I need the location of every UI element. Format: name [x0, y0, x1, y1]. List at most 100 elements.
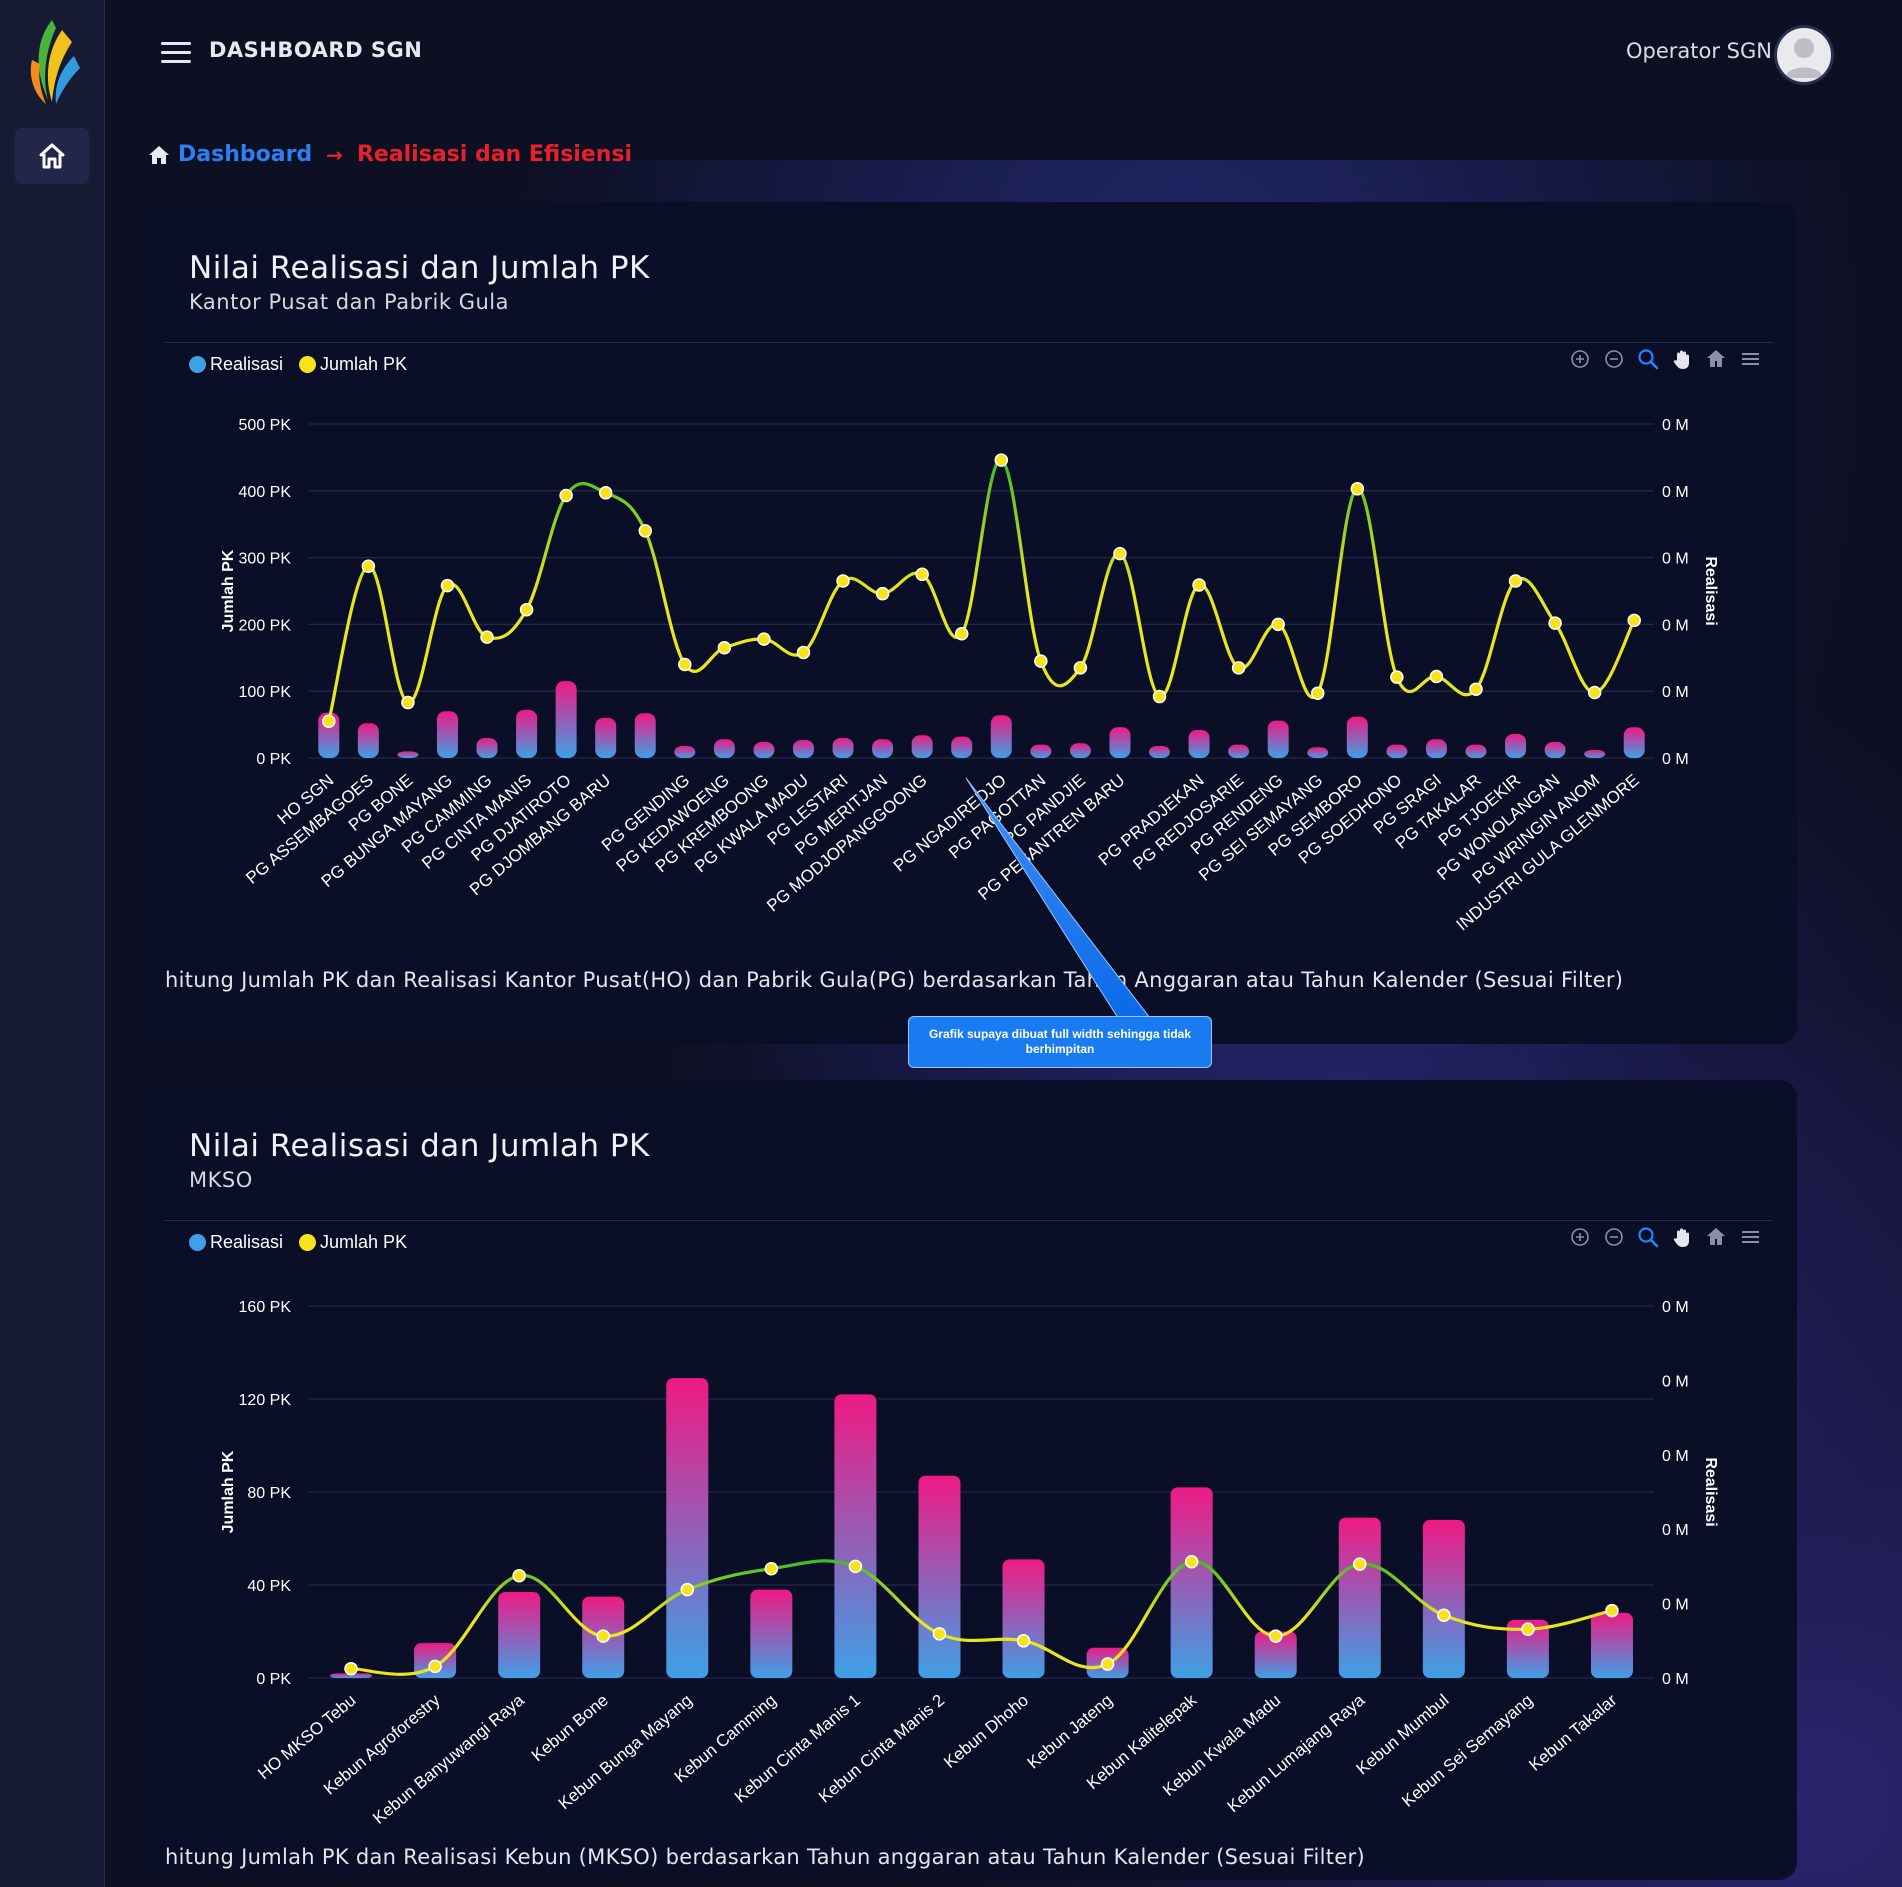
point-jumlah-pk[interactable]	[1350, 482, 1365, 496]
bar-realisasi[interactable]	[1307, 747, 1329, 758]
user-avatar[interactable]	[1774, 25, 1834, 85]
point-jumlah-pk[interactable]	[1587, 685, 1602, 700]
bar-realisasi[interactable]	[834, 1394, 877, 1678]
legend-realisasi[interactable]: Realisasi	[189, 1232, 283, 1253]
legend-jumlah-pk[interactable]: Jumlah PK	[299, 1232, 407, 1253]
point-jumlah-pk[interactable]	[344, 1661, 358, 1676]
point-jumlah-pk[interactable]	[717, 641, 732, 655]
hamburger-menu-button[interactable]	[161, 42, 191, 64]
bar-realisasi[interactable]	[476, 737, 498, 758]
reset-home-icon[interactable]	[1705, 348, 1727, 370]
bar-realisasi[interactable]	[1386, 744, 1408, 758]
bar-realisasi[interactable]	[918, 1475, 961, 1678]
point-jumlah-pk[interactable]	[1016, 1634, 1031, 1648]
bar-realisasi[interactable]	[595, 717, 617, 758]
zoom-out-icon[interactable]	[1603, 1226, 1625, 1248]
zoom-select-icon[interactable]	[1637, 1226, 1659, 1248]
point-jumlah-pk[interactable]	[848, 1559, 863, 1574]
bar-realisasi[interactable]	[990, 715, 1012, 758]
bar-realisasi[interactable]	[1465, 744, 1487, 758]
bar-realisasi[interactable]	[1170, 1487, 1213, 1678]
bar-realisasi[interactable]	[1069, 743, 1091, 758]
bar-realisasi[interactable]	[1267, 720, 1289, 758]
sidebar-item-home[interactable]	[15, 128, 89, 184]
bar-realisasi[interactable]	[1346, 716, 1368, 758]
bar-realisasi[interactable]	[1254, 1631, 1297, 1679]
menu-icon[interactable]	[1739, 348, 1761, 370]
point-jumlah-pk[interactable]	[480, 630, 494, 644]
bar-realisasi[interactable]	[330, 1673, 373, 1678]
point-jumlah-pk[interactable]	[1437, 1608, 1451, 1622]
bar-realisasi[interactable]	[357, 723, 379, 758]
breadcrumb-dashboard-link[interactable]: Dashboard	[178, 142, 313, 167]
bar-realisasi[interactable]	[1109, 727, 1131, 758]
point-jumlah-pk[interactable]	[512, 1568, 526, 1583]
bar-realisasi[interactable]	[1422, 1519, 1465, 1678]
point-jumlah-pk[interactable]	[1429, 669, 1444, 684]
bar-realisasi[interactable]	[872, 739, 894, 758]
bar-realisasi[interactable]	[674, 745, 696, 758]
point-jumlah-pk[interactable]	[954, 627, 969, 641]
point-jumlah-pk[interactable]	[1073, 661, 1088, 675]
bar-realisasi[interactable]	[1623, 727, 1645, 758]
bar-realisasi[interactable]	[1002, 1559, 1045, 1678]
point-jumlah-pk[interactable]	[1521, 1622, 1535, 1636]
bar-realisasi[interactable]	[498, 1591, 541, 1678]
point-jumlah-pk[interactable]	[1100, 1657, 1115, 1671]
point-jumlah-pk[interactable]	[915, 567, 929, 582]
bar-realisasi[interactable]	[1338, 1517, 1381, 1678]
point-jumlah-pk[interactable]	[1353, 1557, 1367, 1571]
bar-realisasi[interactable]	[1584, 749, 1606, 758]
bar-realisasi[interactable]	[713, 739, 735, 758]
point-jumlah-pk[interactable]	[1152, 689, 1167, 704]
point-jumlah-pk[interactable]	[1184, 1555, 1199, 1569]
point-jumlah-pk[interactable]	[796, 645, 811, 660]
point-jumlah-pk[interactable]	[322, 714, 336, 729]
point-jumlah-pk[interactable]	[1113, 546, 1127, 561]
point-jumlah-pk[interactable]	[1271, 617, 1285, 632]
point-jumlah-pk[interactable]	[1469, 682, 1483, 696]
bar-realisasi[interactable]	[911, 735, 933, 758]
bar-realisasi[interactable]	[666, 1378, 709, 1678]
bar-realisasi[interactable]	[436, 711, 458, 758]
bar-realisasi[interactable]	[753, 741, 775, 758]
bar-realisasi[interactable]	[1030, 744, 1052, 758]
zoom-out-icon[interactable]	[1603, 348, 1625, 370]
point-jumlah-pk[interactable]	[401, 695, 415, 710]
bar-realisasi[interactable]	[555, 681, 577, 758]
bar-realisasi[interactable]	[1188, 729, 1210, 758]
home-icon[interactable]	[148, 145, 170, 165]
user-name[interactable]: Operator SGN	[1626, 39, 1772, 63]
point-jumlah-pk[interactable]	[680, 1582, 695, 1597]
point-jumlah-pk[interactable]	[1508, 574, 1523, 588]
point-jumlah-pk[interactable]	[757, 632, 771, 646]
point-jumlah-pk[interactable]	[596, 1629, 610, 1643]
point-jumlah-pk[interactable]	[428, 1659, 442, 1674]
point-jumlah-pk[interactable]	[836, 574, 850, 588]
bar-realisasi[interactable]	[397, 751, 419, 758]
bar-realisasi[interactable]	[634, 713, 656, 758]
point-jumlah-pk[interactable]	[1605, 1603, 1619, 1618]
point-jumlah-pk[interactable]	[1034, 654, 1048, 668]
bar-realisasi[interactable]	[1228, 744, 1250, 758]
bar-realisasi[interactable]	[951, 736, 973, 758]
legend-realisasi[interactable]: Realisasi	[189, 354, 283, 375]
point-jumlah-pk[interactable]	[1627, 613, 1641, 628]
menu-icon[interactable]	[1739, 1226, 1761, 1248]
zoom-select-icon[interactable]	[1637, 348, 1659, 370]
bar-realisasi[interactable]	[1149, 745, 1171, 758]
point-jumlah-pk[interactable]	[932, 1627, 947, 1641]
point-jumlah-pk[interactable]	[1192, 578, 1206, 592]
point-jumlah-pk[interactable]	[519, 602, 534, 617]
point-jumlah-pk[interactable]	[994, 453, 1009, 467]
point-jumlah-pk[interactable]	[638, 524, 652, 538]
pan-hand-icon[interactable]	[1671, 1226, 1693, 1248]
point-jumlah-pk[interactable]	[875, 586, 890, 601]
point-jumlah-pk[interactable]	[1231, 661, 1246, 675]
zoom-in-icon[interactable]	[1569, 1226, 1591, 1248]
point-jumlah-pk[interactable]	[1311, 686, 1325, 700]
bar-realisasi[interactable]	[1590, 1612, 1633, 1678]
bar-realisasi[interactable]	[516, 709, 538, 758]
bar-realisasi[interactable]	[1506, 1619, 1549, 1678]
point-jumlah-pk[interactable]	[361, 559, 376, 574]
